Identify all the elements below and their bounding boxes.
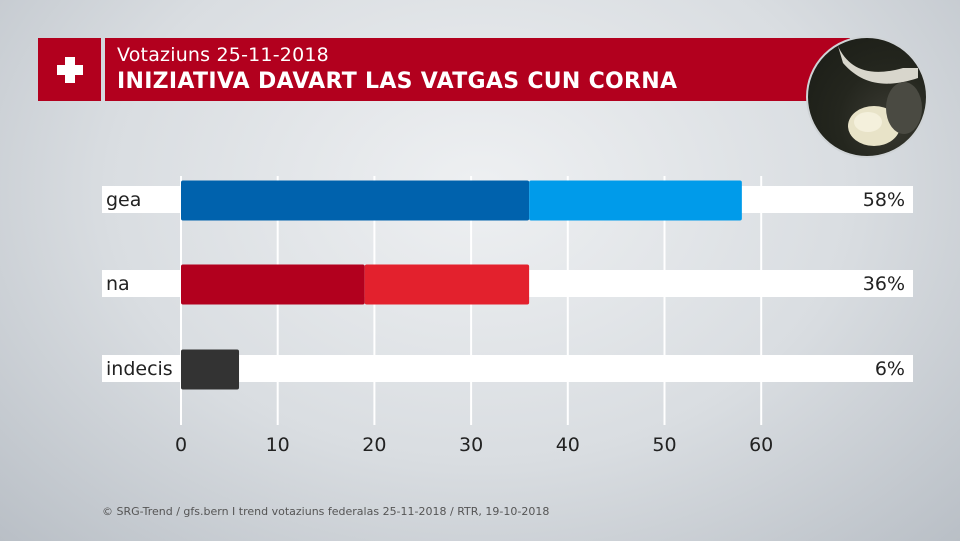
x-tick-label-30: 30 [459, 434, 483, 456]
x-tick-label-0: 0 [175, 434, 187, 456]
category-label-na: na [106, 273, 130, 295]
category-label-gea: gea [106, 189, 141, 211]
value-label-gea: 58% [863, 189, 905, 211]
swiss-cross-icon [56, 56, 83, 83]
x-tick-label-40: 40 [556, 434, 580, 456]
header-subtitle: Votaziuns 25-11-2018 [117, 44, 329, 66]
x-tick-label-60: 60 [749, 434, 773, 456]
swiss-cross-logo [38, 38, 101, 101]
x-tick-label-10: 10 [266, 434, 290, 456]
source-footer: © SRG-Trend / gfs.bern I trend votaziuns… [102, 505, 550, 518]
header-banner: Votaziuns 25-11-2018 INIZIATIVA DAVART L… [105, 38, 850, 101]
bar-indecis-segment-1 [181, 349, 240, 390]
bar-gea-segment-1 [181, 180, 530, 221]
value-label-indecis: 6% [875, 358, 905, 380]
value-label-na: 36% [863, 273, 905, 295]
x-tick-label-20: 20 [362, 434, 386, 456]
bar-na-segment-2 [364, 264, 530, 305]
x-tick-label-50: 50 [652, 434, 676, 456]
bar-na-segment-1 [181, 264, 365, 305]
header-title: INIZIATIVA DAVART LAS VATGAS CUN CORNA [117, 69, 678, 94]
bar-gea-segment-2 [529, 180, 742, 221]
category-label-indecis: indecis [106, 358, 173, 380]
cow-horn-photo [806, 36, 928, 158]
